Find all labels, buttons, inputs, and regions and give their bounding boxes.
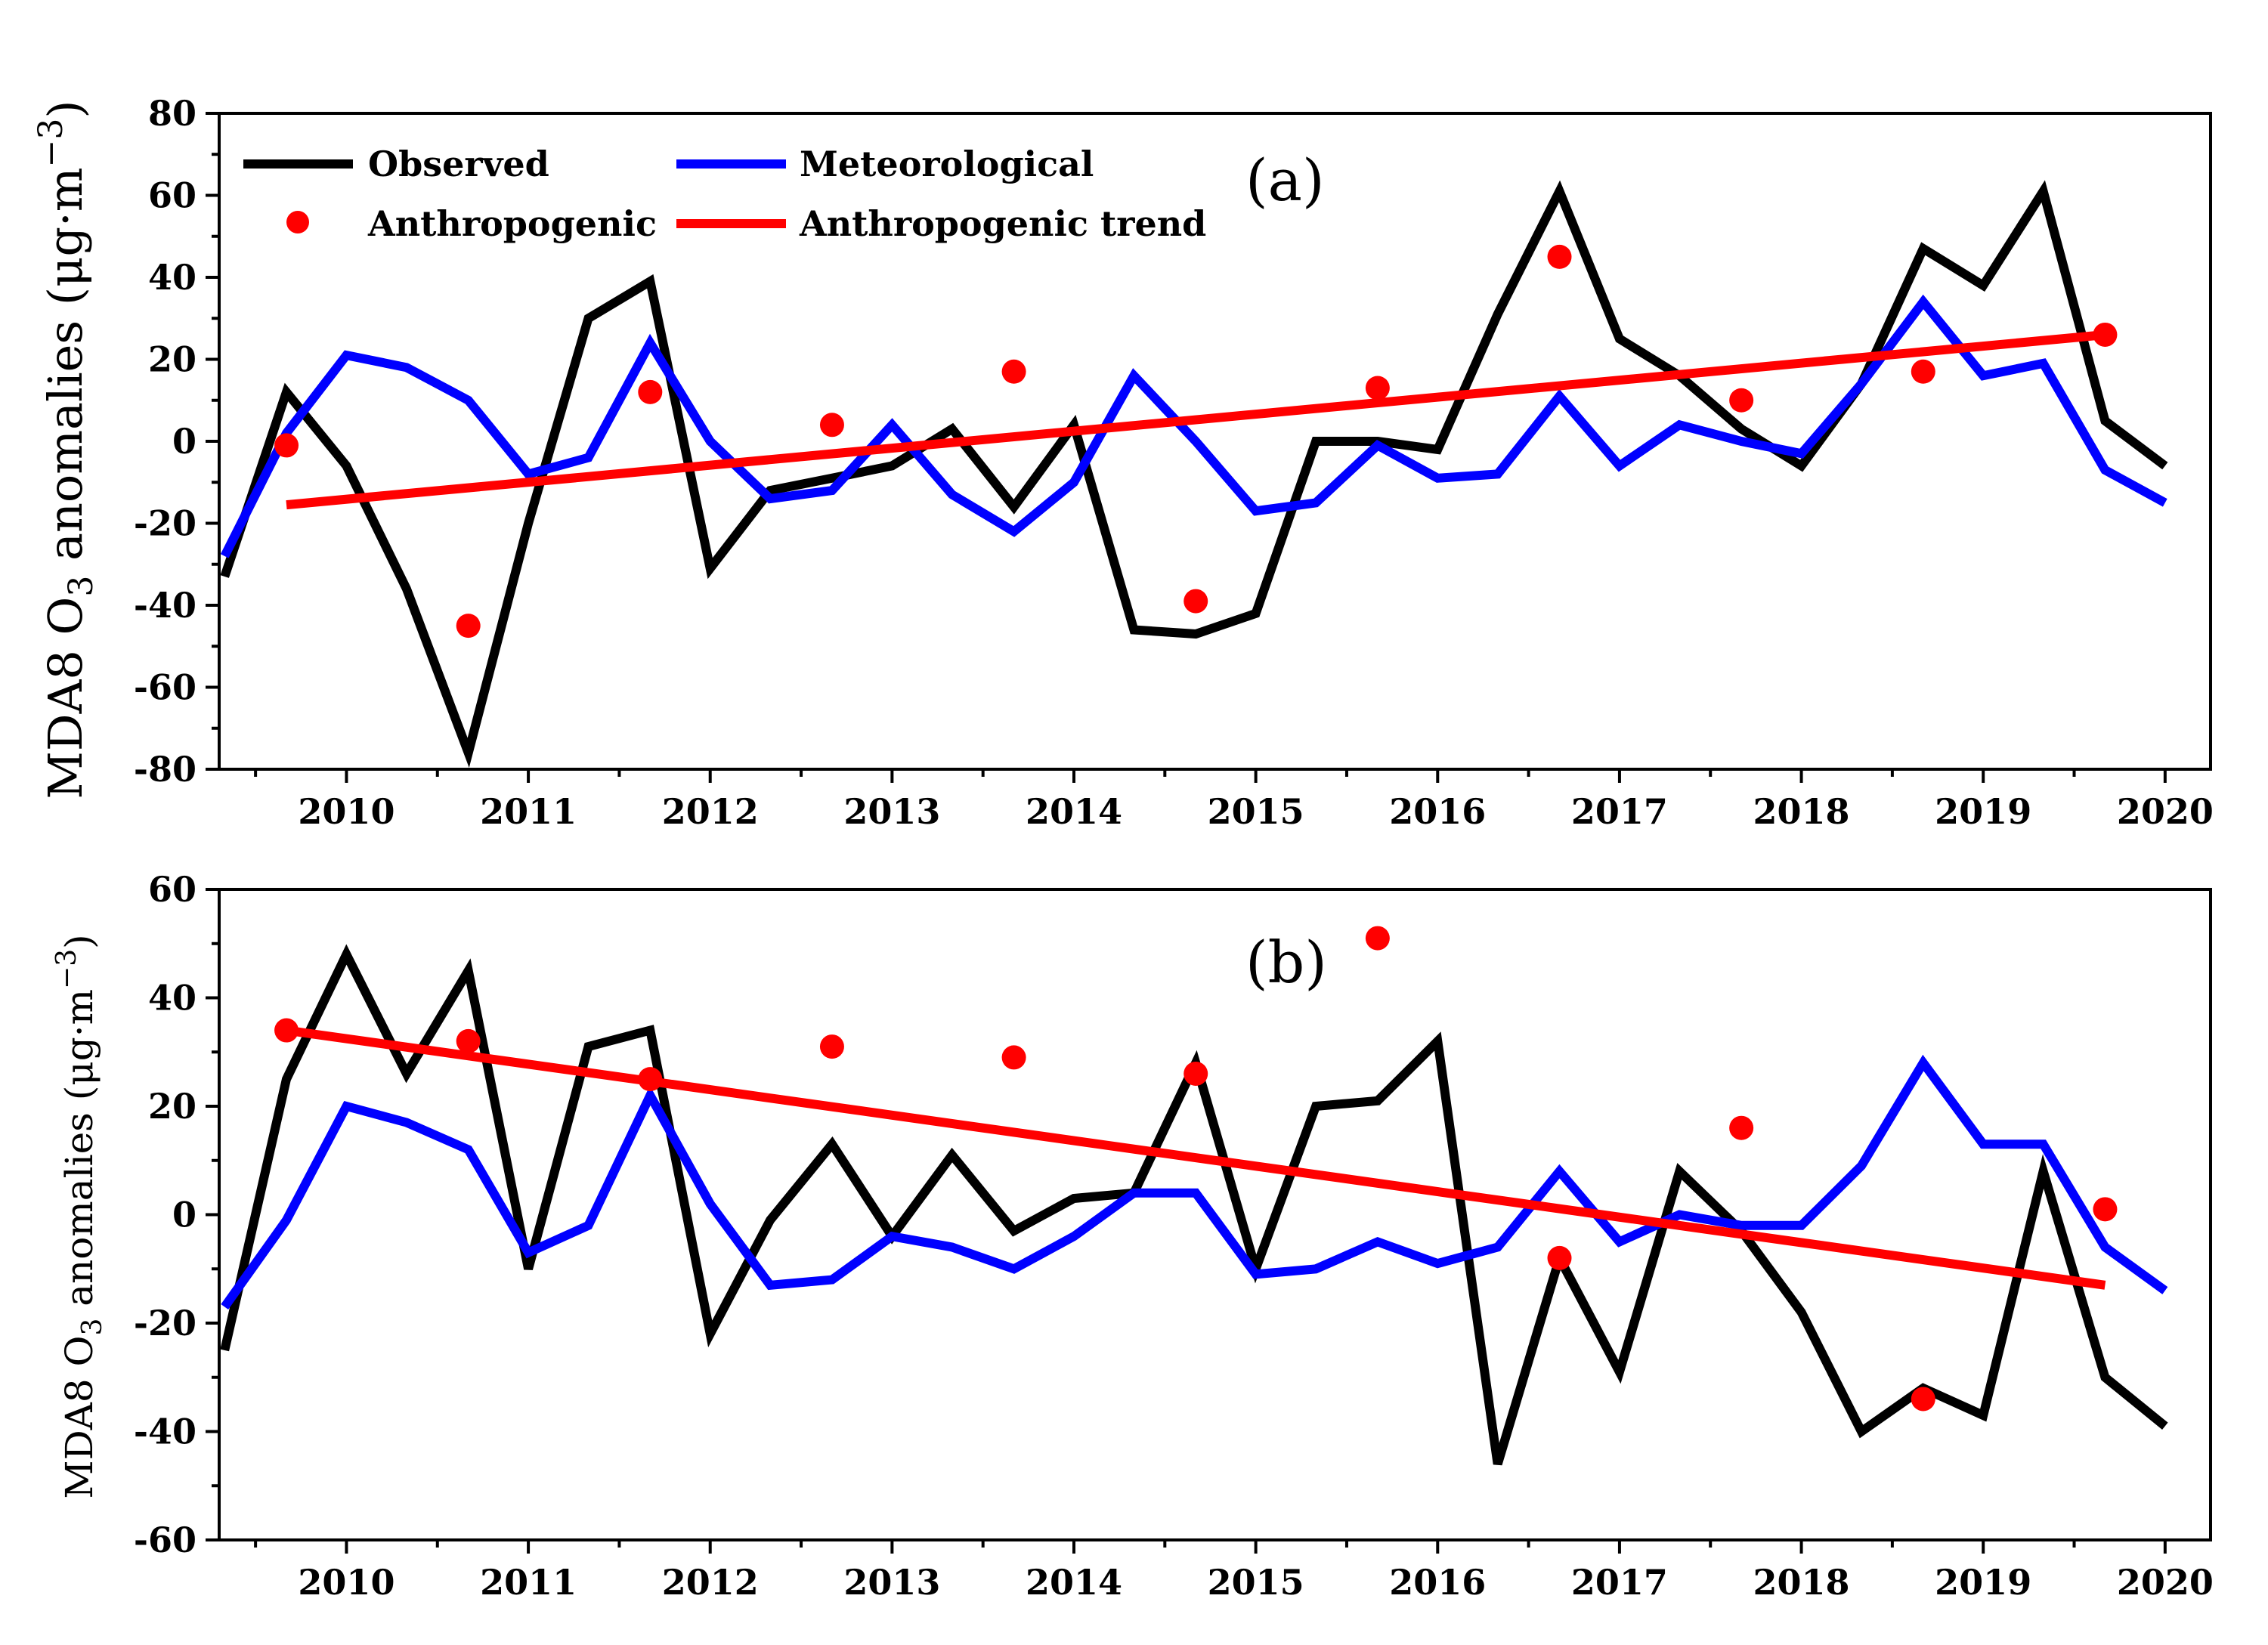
panel-b-ytick-label: 40 [148,978,196,1019]
panel-b-point-anthropogenic [1911,1387,1935,1412]
panel-b-ytick-label: 60 [148,869,196,910]
panel-b-xtick-label: 2019 [1935,1562,2031,1603]
panel-b-point-anthropogenic [819,1034,844,1059]
panel-a-xtick-label: 2014 [1026,791,1122,832]
panel-b-axes: 60 40 20 0 -20 -40 -60 2010 2011 2012 2013 2014 2015… [134,869,2214,1603]
panel-a-ytick-label: 0 [172,421,196,462]
panel-a-ytick-label: -40 [134,585,196,626]
panel-a-point-anthropogenic [1001,359,1026,384]
panel-b-xtick-label: 2017 [1571,1562,1668,1603]
panel-b-series-anthropogenic-trend [286,1025,2106,1290]
panel-b-point-anthropogenic [456,1028,481,1053]
panel-a-xtick-label: 2018 [1753,791,1850,832]
panel-a-xtick-label: 2010 [298,791,395,832]
legend-anthropogenic-trend-label: Anthropogenic trend [799,203,1206,244]
panel-a-point-anthropogenic [819,413,844,438]
panel-a-ytick-label: 80 [148,93,196,134]
panel-a-tag: (a) [1245,147,1325,214]
panel-a-ytick-label: 20 [148,339,196,380]
panel-a-ytick-label: -20 [134,503,196,544]
panel-a-point-anthropogenic [274,433,299,458]
panel-a-point-anthropogenic [456,614,481,639]
legend-anthropogenic-label: Anthropogenic [367,203,657,244]
panel-a-point-anthropogenic [2093,322,2118,347]
panel-b-y-axis-label: MDA8 O3 anomalies (μg·m−3) [51,934,108,1498]
panel-a-point-anthropogenic [1911,359,1935,384]
panel-a-xtick-label: 2020 [2117,791,2214,832]
panel-a-xtick-label: 2015 [1208,791,1304,832]
panel-a-point-anthropogenic [1547,244,1572,269]
panel-a-point-anthropogenic [1365,376,1390,400]
superscript: −3 [32,119,70,168]
subscript: 3 [77,1319,108,1336]
panel-a-xtick-label: 2013 [843,791,940,832]
panel-a-point-anthropogenic [1184,589,1208,614]
panel-b-xtick-label: 2020 [2117,1562,2214,1603]
panel-b-xtick-label: 2015 [1208,1562,1304,1603]
panel-a-series-anthropogenic-trend [286,330,2106,510]
panel-b-xtick-label: 2013 [843,1562,940,1603]
panel-b-ytick-label: 20 [148,1086,196,1127]
legend: Observed Meteorological Anthropogenic An… [243,144,1206,244]
panel-a-point-anthropogenic [1729,388,1754,413]
legend-meteorological-label: Meteorological [800,144,1094,184]
superscript: −3 [51,949,82,989]
panel-b-point-anthropogenic [1184,1061,1208,1086]
panel-b-point-anthropogenic [1729,1115,1754,1140]
panel-b-xtick-label: 2010 [298,1562,395,1603]
legend-anthropogenic-swatch [286,211,309,233]
panel-b-point-anthropogenic [1001,1045,1026,1070]
panel-b-series-observed [220,944,2168,1466]
panel-b-xtick-label: 2011 [480,1562,577,1603]
panel-a-ytick-label: -60 [134,667,196,708]
panel-b-xtick-label: 2014 [1026,1562,1122,1603]
panel-a: 80 60 40 20 0 -20 -40 -60 -80 2010 2011 2012 2013 201… [32,93,2214,832]
panel-a-y-axis-label: MDA8 O3 anomalies (μg·m−3) [32,100,101,799]
panel-b-plot-content [220,926,2168,1466]
panel-a-point-anthropogenic [638,379,663,404]
panel-b-point-anthropogenic [1365,926,1390,951]
panel-b-xtick-label: 2012 [662,1562,759,1603]
panel-b-xtick-label: 2018 [1753,1562,1850,1603]
subscript: 3 [62,576,101,597]
panel-a-xtick-label: 2019 [1935,791,2031,832]
panel-b-ytick-label: -20 [134,1303,196,1344]
panel-a-plot-content [220,180,2168,768]
panel-a-xtick-label: 2012 [662,791,759,832]
panel-b-tag: (b) [1245,929,1327,996]
panel-a-series-observed [220,180,2168,768]
panel-a-ytick-label: 40 [148,257,196,298]
panel-a-xtick-label: 2016 [1389,791,1486,832]
panel-b-ytick-label: -40 [134,1412,196,1452]
panel-b-point-anthropogenic [2093,1197,2118,1222]
panel-b-series-meteorological [221,1054,2168,1310]
panel-a-series-meteorological [220,294,2167,558]
legend-observed-label: Observed [368,144,549,184]
panel-b-ytick-label: 0 [172,1195,196,1235]
panel-b-ytick-label: -60 [134,1520,196,1560]
panel-b-xtick-label: 2016 [1389,1562,1486,1603]
panel-b-point-anthropogenic [1547,1245,1572,1270]
panel-a-xtick-label: 2017 [1571,791,1668,832]
panel-b: 60 40 20 0 -20 -40 -60 2010 2011 2012 2013 2014 2015… [51,869,2214,1603]
panel-a-ytick-label: 60 [148,175,196,216]
panel-a-ytick-label: -80 [134,749,196,790]
panel-a-xtick-label: 2011 [480,791,577,832]
panel-a-axes: 80 60 40 20 0 -20 -40 -60 -80 2010 2011 2012 2013 201… [134,93,2214,832]
